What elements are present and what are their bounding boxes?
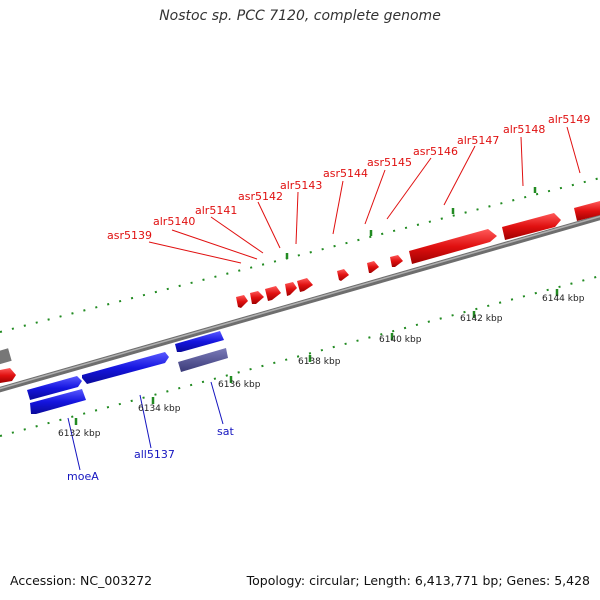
gene-moeA[interactable] <box>30 389 86 414</box>
gene-alr5141[interactable] <box>265 286 281 301</box>
label-asr5142[interactable]: asr5142 <box>238 190 283 203</box>
label-sat[interactable]: sat <box>217 425 234 438</box>
kbp-label: 6136 kbp <box>218 380 261 390</box>
gene-asr5144[interactable] <box>337 269 349 281</box>
gene-alr5148[interactable] <box>502 213 561 240</box>
gene-alr5147[interactable] <box>409 229 497 264</box>
gene-partial-grey[interactable] <box>0 348 12 365</box>
gene-asr5146[interactable] <box>390 255 403 267</box>
forward-tick-track <box>0 177 600 333</box>
kbp-label: 6134 kbp <box>138 404 181 414</box>
reverse-leaders <box>67 381 224 471</box>
genome-summary-text: Topology: circular; Length: 6,413,771 bp… <box>246 573 590 588</box>
label-asr5144[interactable]: asr5144 <box>323 167 368 180</box>
gene-asr5139[interactable] <box>236 295 248 308</box>
kbp-label: 6140 kbp <box>379 335 422 345</box>
label-asr5145[interactable]: asr5145 <box>367 156 412 169</box>
accession-text: Accession: NC_003272 <box>10 573 153 588</box>
gene-alr5140[interactable] <box>250 291 264 304</box>
label-all5137[interactable]: all5137 <box>134 448 175 461</box>
label-alr5143[interactable]: alr5143 <box>280 179 322 192</box>
kbp-label: 6144 kbp <box>542 294 585 304</box>
gene-alr5149[interactable] <box>574 201 600 221</box>
label-alr5147[interactable]: alr5147 <box>457 134 499 147</box>
label-moeA[interactable]: moeA <box>67 470 99 483</box>
label-alr5140[interactable]: alr5140 <box>153 215 195 228</box>
label-asr5139[interactable]: asr5139 <box>107 229 152 242</box>
kbp-label: 6132 kbp <box>58 429 101 439</box>
gene-asr5142[interactable] <box>285 282 297 296</box>
label-alr5141[interactable]: alr5141 <box>195 204 237 217</box>
major-ticks <box>74 187 559 425</box>
gene-all5137-a[interactable] <box>27 376 82 400</box>
genome-backbone <box>0 214 600 393</box>
gene-all5137[interactable] <box>82 352 169 384</box>
gene-sat-a[interactable] <box>175 331 224 352</box>
kbp-label: 6142 kbp <box>460 314 503 324</box>
map-title: Nostoc sp. PCC 7120, complete genome <box>159 8 441 24</box>
gene-asr5145[interactable] <box>367 261 379 273</box>
forward-leaders <box>148 126 581 264</box>
label-alr5149[interactable]: alr5149 <box>548 113 590 126</box>
label-alr5148[interactable]: alr5148 <box>503 123 545 136</box>
gene-partial-red[interactable] <box>0 368 16 383</box>
gene-alr5143[interactable] <box>297 278 313 292</box>
label-asr5146[interactable]: asr5146 <box>413 145 458 158</box>
reverse-tick-track <box>0 275 600 437</box>
kbp-label: 6138 kbp <box>298 357 341 367</box>
gene-sat-rna[interactable] <box>178 348 228 372</box>
